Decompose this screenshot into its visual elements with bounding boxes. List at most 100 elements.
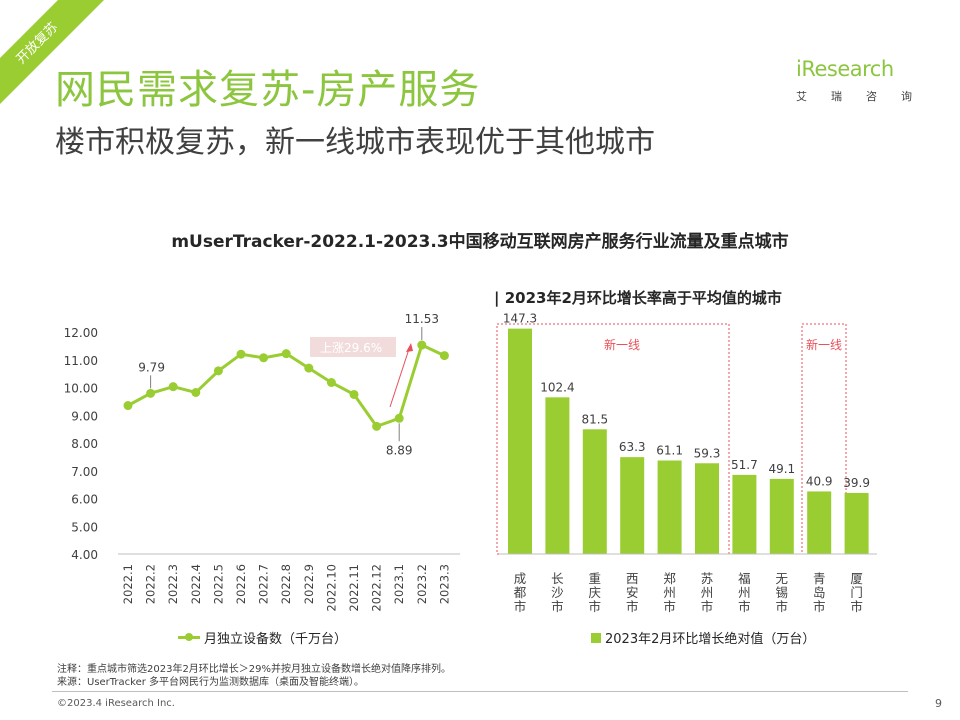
bar-legend-swatch <box>591 632 601 643</box>
brand-sub-char: 艾 <box>796 90 807 103</box>
bar-legend: 2023年2月环比增长绝对值（万台） <box>591 628 815 647</box>
bar <box>508 328 532 554</box>
x-tick-label: 2022.1 <box>121 564 135 604</box>
line-series-points <box>123 340 449 431</box>
page-subtitle: 楼市积极复苏，新一线城市表现优于其他城市 <box>55 125 655 160</box>
line-legend: 月独立设备数（千万台） <box>178 628 347 647</box>
line-point <box>213 366 223 376</box>
bar <box>769 478 794 554</box>
bar <box>545 397 570 554</box>
chart-title: mUserTracker-2022.1-2023.3中国移动互联网房产服务行业流… <box>171 232 789 252</box>
bar-value-labels: 147.3 102.4 81.5 63.3 61.1 59.3 51.7 49.1 40.9 39… <box>503 312 870 490</box>
x-tick-label: 2022.8 <box>279 564 293 604</box>
bar-category-label: 福州市 <box>738 571 751 614</box>
bar-category-label: 重庆市 <box>589 571 602 614</box>
line-point <box>372 421 382 431</box>
bar-series <box>508 328 869 554</box>
bar-value-label: 39.9 <box>843 476 870 490</box>
x-tick-label: 2022.6 <box>234 564 248 604</box>
right-panel-title: | 2023年2月环比增长率高于平均值的城市 <box>494 289 782 307</box>
line-data-label-leaders <box>150 327 423 442</box>
brand-name: iResearch <box>796 57 894 81</box>
bar <box>620 457 645 554</box>
line-chart-x-axis: 2022.1 2022.2 2022.3 2022.4 2022.5 2022.6 2022… <box>121 564 451 612</box>
y-tick-label: 6.00 <box>71 493 98 507</box>
line-point <box>417 340 427 350</box>
line-point <box>281 349 291 359</box>
bar-value-label: 40.9 <box>806 474 833 488</box>
y-tick-label: 10.00 <box>64 382 98 396</box>
bar-category-label: 无锡市 <box>776 571 789 614</box>
bar-value-label: 49.1 <box>768 462 795 476</box>
bar-category-label: 厦门市 <box>850 571 863 614</box>
line-legend-swatch <box>178 633 200 641</box>
corner-tag: 开放复苏 <box>0 0 110 110</box>
x-tick-label: 2022.12 <box>370 564 384 612</box>
line-point <box>304 363 314 373</box>
line-point <box>236 349 246 359</box>
bar-chart: 新一线 新一线 147.3 102.4 81.5 63.3 61.1 59.3 51.7 49… <box>496 312 877 614</box>
brand-sub-char: 瑞 <box>831 90 842 103</box>
rise-arrowhead <box>406 343 413 352</box>
page-title: 网民需求复苏-房产服务 <box>55 67 481 113</box>
line-point <box>326 378 336 388</box>
x-tick-label: 2023.2 <box>415 564 429 604</box>
page-number: 9 <box>935 697 942 710</box>
group-label-2: 新一线 <box>806 337 842 352</box>
x-tick-label: 2022.11 <box>347 564 361 612</box>
x-tick-label: 2022.3 <box>166 564 180 604</box>
source-note: 来源：UserTracker 多平台网民行为监测数据库（桌面及智能终端）。 <box>57 677 365 688</box>
bar-value-label: 51.7 <box>731 458 758 472</box>
rise-label: 上涨29.6% <box>320 340 382 355</box>
bar-value-label: 63.3 <box>619 440 646 454</box>
rise-arrow <box>389 348 410 408</box>
x-tick-label: 2022.7 <box>257 564 271 604</box>
bar-value-label: 102.4 <box>540 380 574 394</box>
bar-legend-label: 2023年2月环比增长绝对值（万台） <box>605 632 816 647</box>
y-tick-label: 4.00 <box>71 548 98 562</box>
group-label-1: 新一线 <box>604 337 640 352</box>
line-legend-label: 月独立设备数（千万台） <box>204 632 348 647</box>
line-point <box>259 353 269 363</box>
y-tick-label: 12.00 <box>64 326 98 340</box>
rise-label-box <box>310 337 396 357</box>
x-tick-label: 2022.5 <box>211 564 225 604</box>
bar-value-label: 81.5 <box>581 412 608 426</box>
brand-logo: iResearch 艾 瑞 咨 询 <box>796 55 916 107</box>
y-tick-label: 5.00 <box>71 520 98 534</box>
line-data-label: 11.53 <box>405 312 439 326</box>
bar-category-labels: 成都市 长沙市 重庆市 西安市 郑州市 苏州市 福州市 无锡市 青岛市 厦门市 <box>514 571 863 614</box>
bar <box>657 460 682 554</box>
brand-subtitle: 艾 瑞 咨 询 <box>796 88 912 104</box>
line-point <box>439 351 449 361</box>
bar <box>695 463 719 554</box>
x-tick-label: 2023.3 <box>437 564 451 604</box>
line-chart: 12.0011.0010.009.008.007.006.005.004.00 … <box>64 312 460 612</box>
line-point <box>123 401 133 411</box>
brand-sub-char: 询 <box>901 90 912 103</box>
x-tick-label: 2022.10 <box>324 564 338 612</box>
bar-category-label: 成都市 <box>514 571 527 614</box>
bar-category-label: 西安市 <box>626 571 639 614</box>
y-tick-label: 7.00 <box>71 465 98 479</box>
y-tick-label: 8.00 <box>71 437 98 451</box>
y-tick-label: 9.00 <box>71 409 98 423</box>
line-point <box>394 413 404 423</box>
bar <box>732 474 757 554</box>
bar-value-label: 59.3 <box>694 446 721 460</box>
line-data-labels: 9.79 8.89 11.53 <box>138 312 439 457</box>
line-point <box>146 388 156 398</box>
x-tick-label: 2022.4 <box>189 564 203 604</box>
bar-value-label: 61.1 <box>656 444 683 458</box>
x-tick-label: 2022.2 <box>144 564 158 604</box>
bar-category-label: 郑州市 <box>663 571 676 614</box>
bar-category-label: 长沙市 <box>551 571 564 614</box>
x-tick-label: 2023.1 <box>392 564 406 604</box>
bar-category-label: 苏州市 <box>701 571 714 614</box>
line-data-label: 9.79 <box>138 360 165 374</box>
bar-value-label: 147.3 <box>503 312 537 326</box>
brand-sub-char: 咨 <box>866 90 877 103</box>
x-tick-label: 2022.9 <box>302 564 316 604</box>
bar <box>844 492 869 554</box>
line-point <box>349 389 359 399</box>
